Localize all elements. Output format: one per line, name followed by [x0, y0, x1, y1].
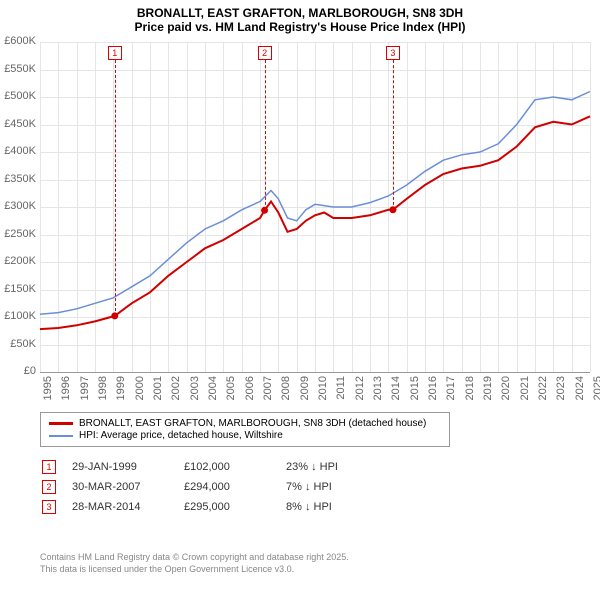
tx-marker: 3 [42, 500, 56, 514]
x-axis-label: 2014 [390, 376, 402, 406]
x-axis-label: 2015 [409, 376, 421, 406]
x-axis-label: 2004 [207, 376, 219, 406]
legend-label: HPI: Average price, detached house, Wilt… [79, 430, 283, 441]
tx-diff: 7% ↓ HPI [286, 478, 352, 496]
tx-marker: 2 [42, 480, 56, 494]
x-axis-label: 2013 [372, 376, 384, 406]
legend-item: BRONALLT, EAST GRAFTON, MARLBOROUGH, SN8… [49, 418, 441, 429]
x-axis-label: 2000 [134, 376, 146, 406]
x-axis-label: 2024 [574, 376, 586, 406]
legend-label: BRONALLT, EAST GRAFTON, MARLBOROUGH, SN8… [79, 418, 426, 429]
legend-swatch [49, 422, 73, 425]
x-axis-label: 2017 [445, 376, 457, 406]
x-axis-label: 2018 [464, 376, 476, 406]
transaction-row: 1 29-JAN-1999£102,00023% ↓ HPI [42, 458, 352, 476]
tx-diff: 8% ↓ HPI [286, 498, 352, 516]
x-axis-label: 2003 [189, 376, 201, 406]
x-axis-label: 2016 [427, 376, 439, 406]
transaction-row: 3 28-MAR-2014£295,0008% ↓ HPI [42, 498, 352, 516]
x-axis-label: 2008 [280, 376, 292, 406]
x-axis-label: 1998 [97, 376, 109, 406]
x-axis-label: 1995 [42, 376, 54, 406]
series-line [40, 92, 590, 315]
marker-line [265, 60, 266, 210]
tx-marker: 1 [42, 460, 56, 474]
tx-price: £102,000 [184, 458, 284, 476]
x-axis-label: 2009 [299, 376, 311, 406]
chart-svg [0, 0, 600, 374]
transaction-row: 2 30-MAR-2007£294,0007% ↓ HPI [42, 478, 352, 496]
x-axis-label: 2001 [152, 376, 164, 406]
tx-date: 28-MAR-2014 [72, 498, 182, 516]
x-axis-label: 2006 [244, 376, 256, 406]
x-axis-label: 2010 [317, 376, 329, 406]
legend-swatch [49, 435, 73, 437]
x-axis-label: 2020 [500, 376, 512, 406]
series-line [40, 116, 590, 329]
x-axis-label: 1996 [60, 376, 72, 406]
marker-box: 3 [386, 46, 400, 60]
x-axis-label: 2005 [225, 376, 237, 406]
marker-box: 1 [108, 46, 122, 60]
x-axis-label: 2011 [335, 376, 347, 406]
footer-license: This data is licensed under the Open Gov… [40, 564, 294, 574]
marker-box: 2 [258, 46, 272, 60]
transactions-table: 1 29-JAN-1999£102,00023% ↓ HPI 2 30-MAR-200… [40, 456, 354, 518]
legend: BRONALLT, EAST GRAFTON, MARLBOROUGH, SN8… [40, 412, 450, 447]
x-axis-label: 1997 [79, 376, 91, 406]
x-axis-label: 2022 [537, 376, 549, 406]
x-axis-label: 2021 [519, 376, 531, 406]
marker-line [393, 60, 394, 210]
x-axis-label: 2025 [592, 376, 600, 406]
x-axis-label: 2023 [555, 376, 567, 406]
x-axis-label: 1999 [115, 376, 127, 406]
marker-line [115, 60, 116, 316]
legend-item: HPI: Average price, detached house, Wilt… [49, 430, 441, 441]
tx-diff: 23% ↓ HPI [286, 458, 352, 476]
tx-date: 29-JAN-1999 [72, 458, 182, 476]
tx-price: £295,000 [184, 498, 284, 516]
x-axis-label: 2007 [262, 376, 274, 406]
tx-price: £294,000 [184, 478, 284, 496]
tx-date: 30-MAR-2007 [72, 478, 182, 496]
x-axis-label: 2019 [482, 376, 494, 406]
footer-attribution: Contains HM Land Registry data © Crown c… [40, 552, 349, 562]
x-axis-label: 2002 [170, 376, 182, 406]
x-axis-label: 2012 [354, 376, 366, 406]
